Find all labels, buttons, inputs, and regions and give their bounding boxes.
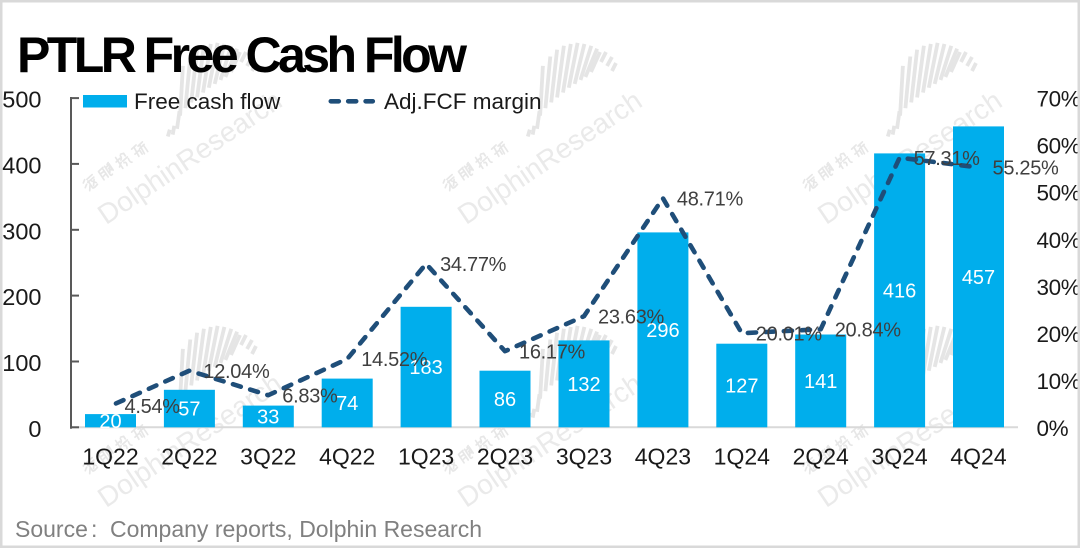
- svg-text:40%: 40%: [1037, 228, 1080, 253]
- svg-text:57: 57: [178, 399, 200, 421]
- svg-text:Source:Company reports, Dolphi: Source:Company reports, Dolphin Research: [15, 516, 482, 542]
- svg-text:20.84%: 20.84%: [835, 320, 902, 342]
- svg-text:16.17%: 16.17%: [519, 341, 586, 363]
- svg-text:74: 74: [336, 393, 358, 415]
- svg-text:3Q22: 3Q22: [240, 443, 296, 469]
- svg-text:416: 416: [883, 281, 916, 303]
- svg-text:0%: 0%: [1037, 416, 1069, 441]
- svg-text:127: 127: [725, 376, 758, 398]
- svg-text:141: 141: [804, 371, 837, 393]
- svg-text:55.25%: 55.25%: [993, 158, 1060, 180]
- svg-text:Free cash flow: Free cash flow: [134, 89, 281, 114]
- svg-text:2Q24: 2Q24: [793, 443, 849, 469]
- svg-text:2Q22: 2Q22: [161, 443, 217, 469]
- svg-text:1Q22: 1Q22: [82, 443, 138, 469]
- svg-text:12.04%: 12.04%: [203, 361, 270, 383]
- svg-text:34.77%: 34.77%: [440, 254, 507, 276]
- svg-text:3Q24: 3Q24: [871, 443, 927, 469]
- svg-text:4Q23: 4Q23: [635, 443, 691, 469]
- svg-text:457: 457: [962, 267, 995, 289]
- svg-text:500: 500: [2, 87, 41, 113]
- svg-text:48.71%: 48.71%: [677, 188, 744, 210]
- svg-text:57.31%: 57.31%: [914, 148, 981, 170]
- svg-text:PTLR Free Cash Flow: PTLR Free Cash Flow: [17, 27, 467, 83]
- svg-text:Adj.FCF margin: Adj.FCF margin: [384, 89, 542, 114]
- svg-text:86: 86: [494, 389, 516, 411]
- svg-text:20%: 20%: [1037, 322, 1080, 347]
- svg-text:60%: 60%: [1037, 134, 1080, 159]
- svg-text:400: 400: [2, 153, 41, 179]
- svg-text:33: 33: [257, 407, 279, 429]
- svg-text:1Q24: 1Q24: [714, 443, 770, 469]
- svg-text:2Q23: 2Q23: [477, 443, 533, 469]
- svg-text:100: 100: [2, 350, 41, 376]
- svg-text:0: 0: [28, 416, 41, 442]
- svg-text:200: 200: [2, 284, 41, 310]
- svg-text:70%: 70%: [1037, 87, 1080, 112]
- svg-text:20: 20: [99, 411, 121, 433]
- svg-text:20.01%: 20.01%: [756, 323, 823, 345]
- svg-text:23.63%: 23.63%: [598, 306, 665, 328]
- svg-text:4Q24: 4Q24: [950, 443, 1006, 469]
- svg-text:3Q23: 3Q23: [556, 443, 612, 469]
- svg-text:50%: 50%: [1037, 181, 1080, 206]
- svg-text:10%: 10%: [1037, 369, 1080, 394]
- svg-text:4Q22: 4Q22: [319, 443, 375, 469]
- svg-text:4.54%: 4.54%: [125, 396, 181, 418]
- svg-text:6.83%: 6.83%: [282, 385, 338, 407]
- svg-text:1Q23: 1Q23: [398, 443, 454, 469]
- svg-text:14.52%: 14.52%: [361, 349, 428, 371]
- svg-text:30%: 30%: [1037, 275, 1080, 300]
- svg-text:132: 132: [567, 374, 600, 396]
- svg-text:300: 300: [2, 218, 41, 244]
